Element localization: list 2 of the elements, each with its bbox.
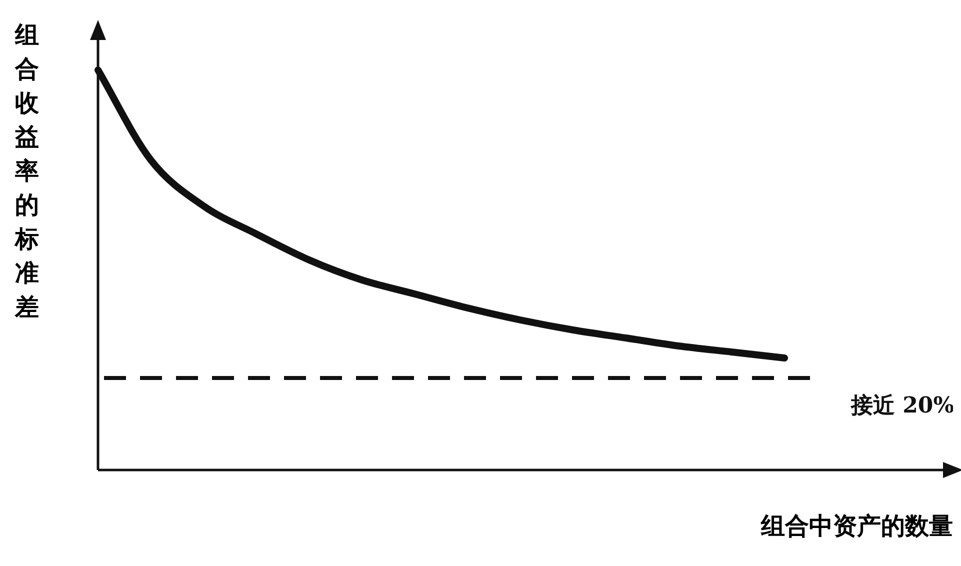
x-axis-title: 组合中资产的数量 (761, 510, 953, 542)
text: 组合收益率的标准差 (15, 20, 39, 321)
